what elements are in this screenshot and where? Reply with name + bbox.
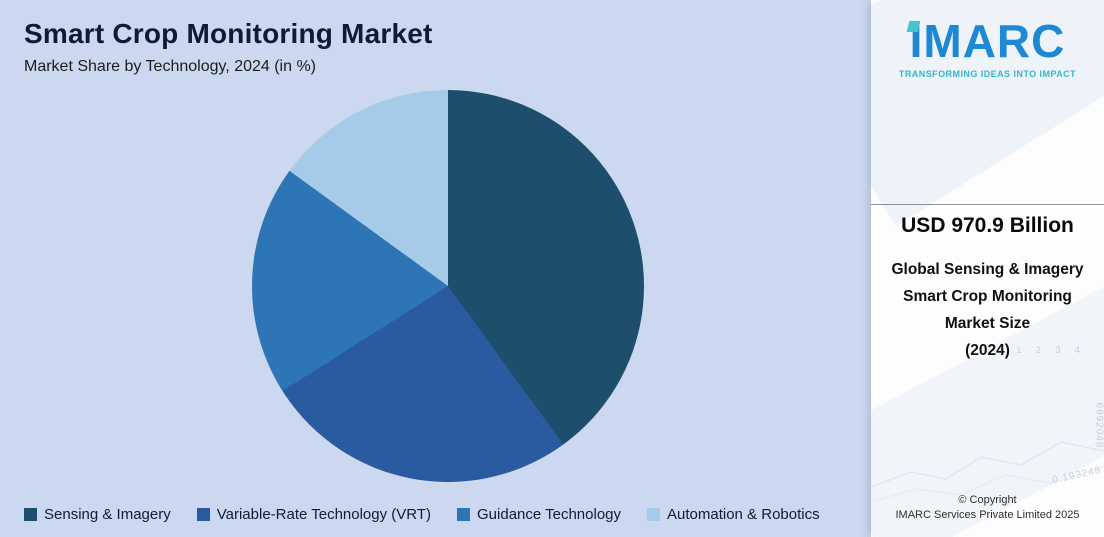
stat-year: (2024): [965, 342, 1010, 359]
logo-wordmark: IMARC: [909, 15, 1066, 67]
page-title: Smart Crop Monitoring Market: [24, 18, 433, 49]
legend-label-automation: Automation & Robotics: [667, 506, 820, 523]
legend-item-automation: Automation & Robotics: [647, 506, 820, 523]
pie-chart: [252, 90, 644, 482]
imarc-logo: IMARC TRANSFORMING IDEAS INTO IMPACT: [871, 16, 1104, 79]
legend-item-guidance: Guidance Technology: [457, 506, 621, 523]
logo-accent-mark: [906, 21, 920, 32]
legend-label-vrt: Variable-Rate Technology (VRT): [216, 506, 432, 523]
sidebar: 6992048 0.193248 1 2 3 4 IMARC TRANSFORM…: [871, 0, 1104, 537]
decor-number: 0.193248: [1051, 464, 1103, 487]
legend-label-sensing-imagery: Sensing & Imagery: [44, 506, 171, 523]
stat-value: USD 970.9 Billion: [901, 214, 1074, 237]
stat-label-text: Global Sensing & Imagery Smart Crop Moni…: [891, 261, 1084, 332]
page-subtitle: Market Share by Technology, 2024 (in %): [24, 58, 317, 75]
copyright-line2: IMARC Services Private Limited 2025: [895, 509, 1080, 521]
logo-tagline: TRANSFORMING IDEAS INTO IMPACT: [898, 68, 1077, 79]
imarc-logo-text: IMARC: [906, 15, 1066, 67]
copyright-line1: © Copyright: [958, 494, 1017, 506]
legend-swatch-sensing-imagery: [24, 508, 37, 521]
stat-block: USD 970.9 Billion Global Sensing & Image…: [871, 204, 1104, 364]
stat-label: Global Sensing & Imagery Smart Crop Moni…: [890, 256, 1086, 364]
legend-label-guidance: Guidance Technology: [477, 506, 622, 523]
decor-number: 6992048: [1093, 402, 1104, 449]
legend-swatch-automation: [647, 508, 661, 521]
legend-swatch-guidance: [457, 508, 471, 521]
legend-swatch-vrt: [196, 508, 210, 521]
copyright: © Copyright IMARC Services Private Limit…: [871, 493, 1104, 523]
chart-area: Smart Crop Monitoring Market Market Shar…: [24, 18, 820, 523]
stat-divider: [871, 204, 1104, 205]
legend-item-sensing-imagery: Sensing & Imagery: [24, 506, 171, 523]
legend: Sensing & Imagery Variable-Rate Technolo…: [24, 506, 820, 523]
legend-item-vrt: Variable-Rate Technology (VRT): [196, 506, 432, 523]
